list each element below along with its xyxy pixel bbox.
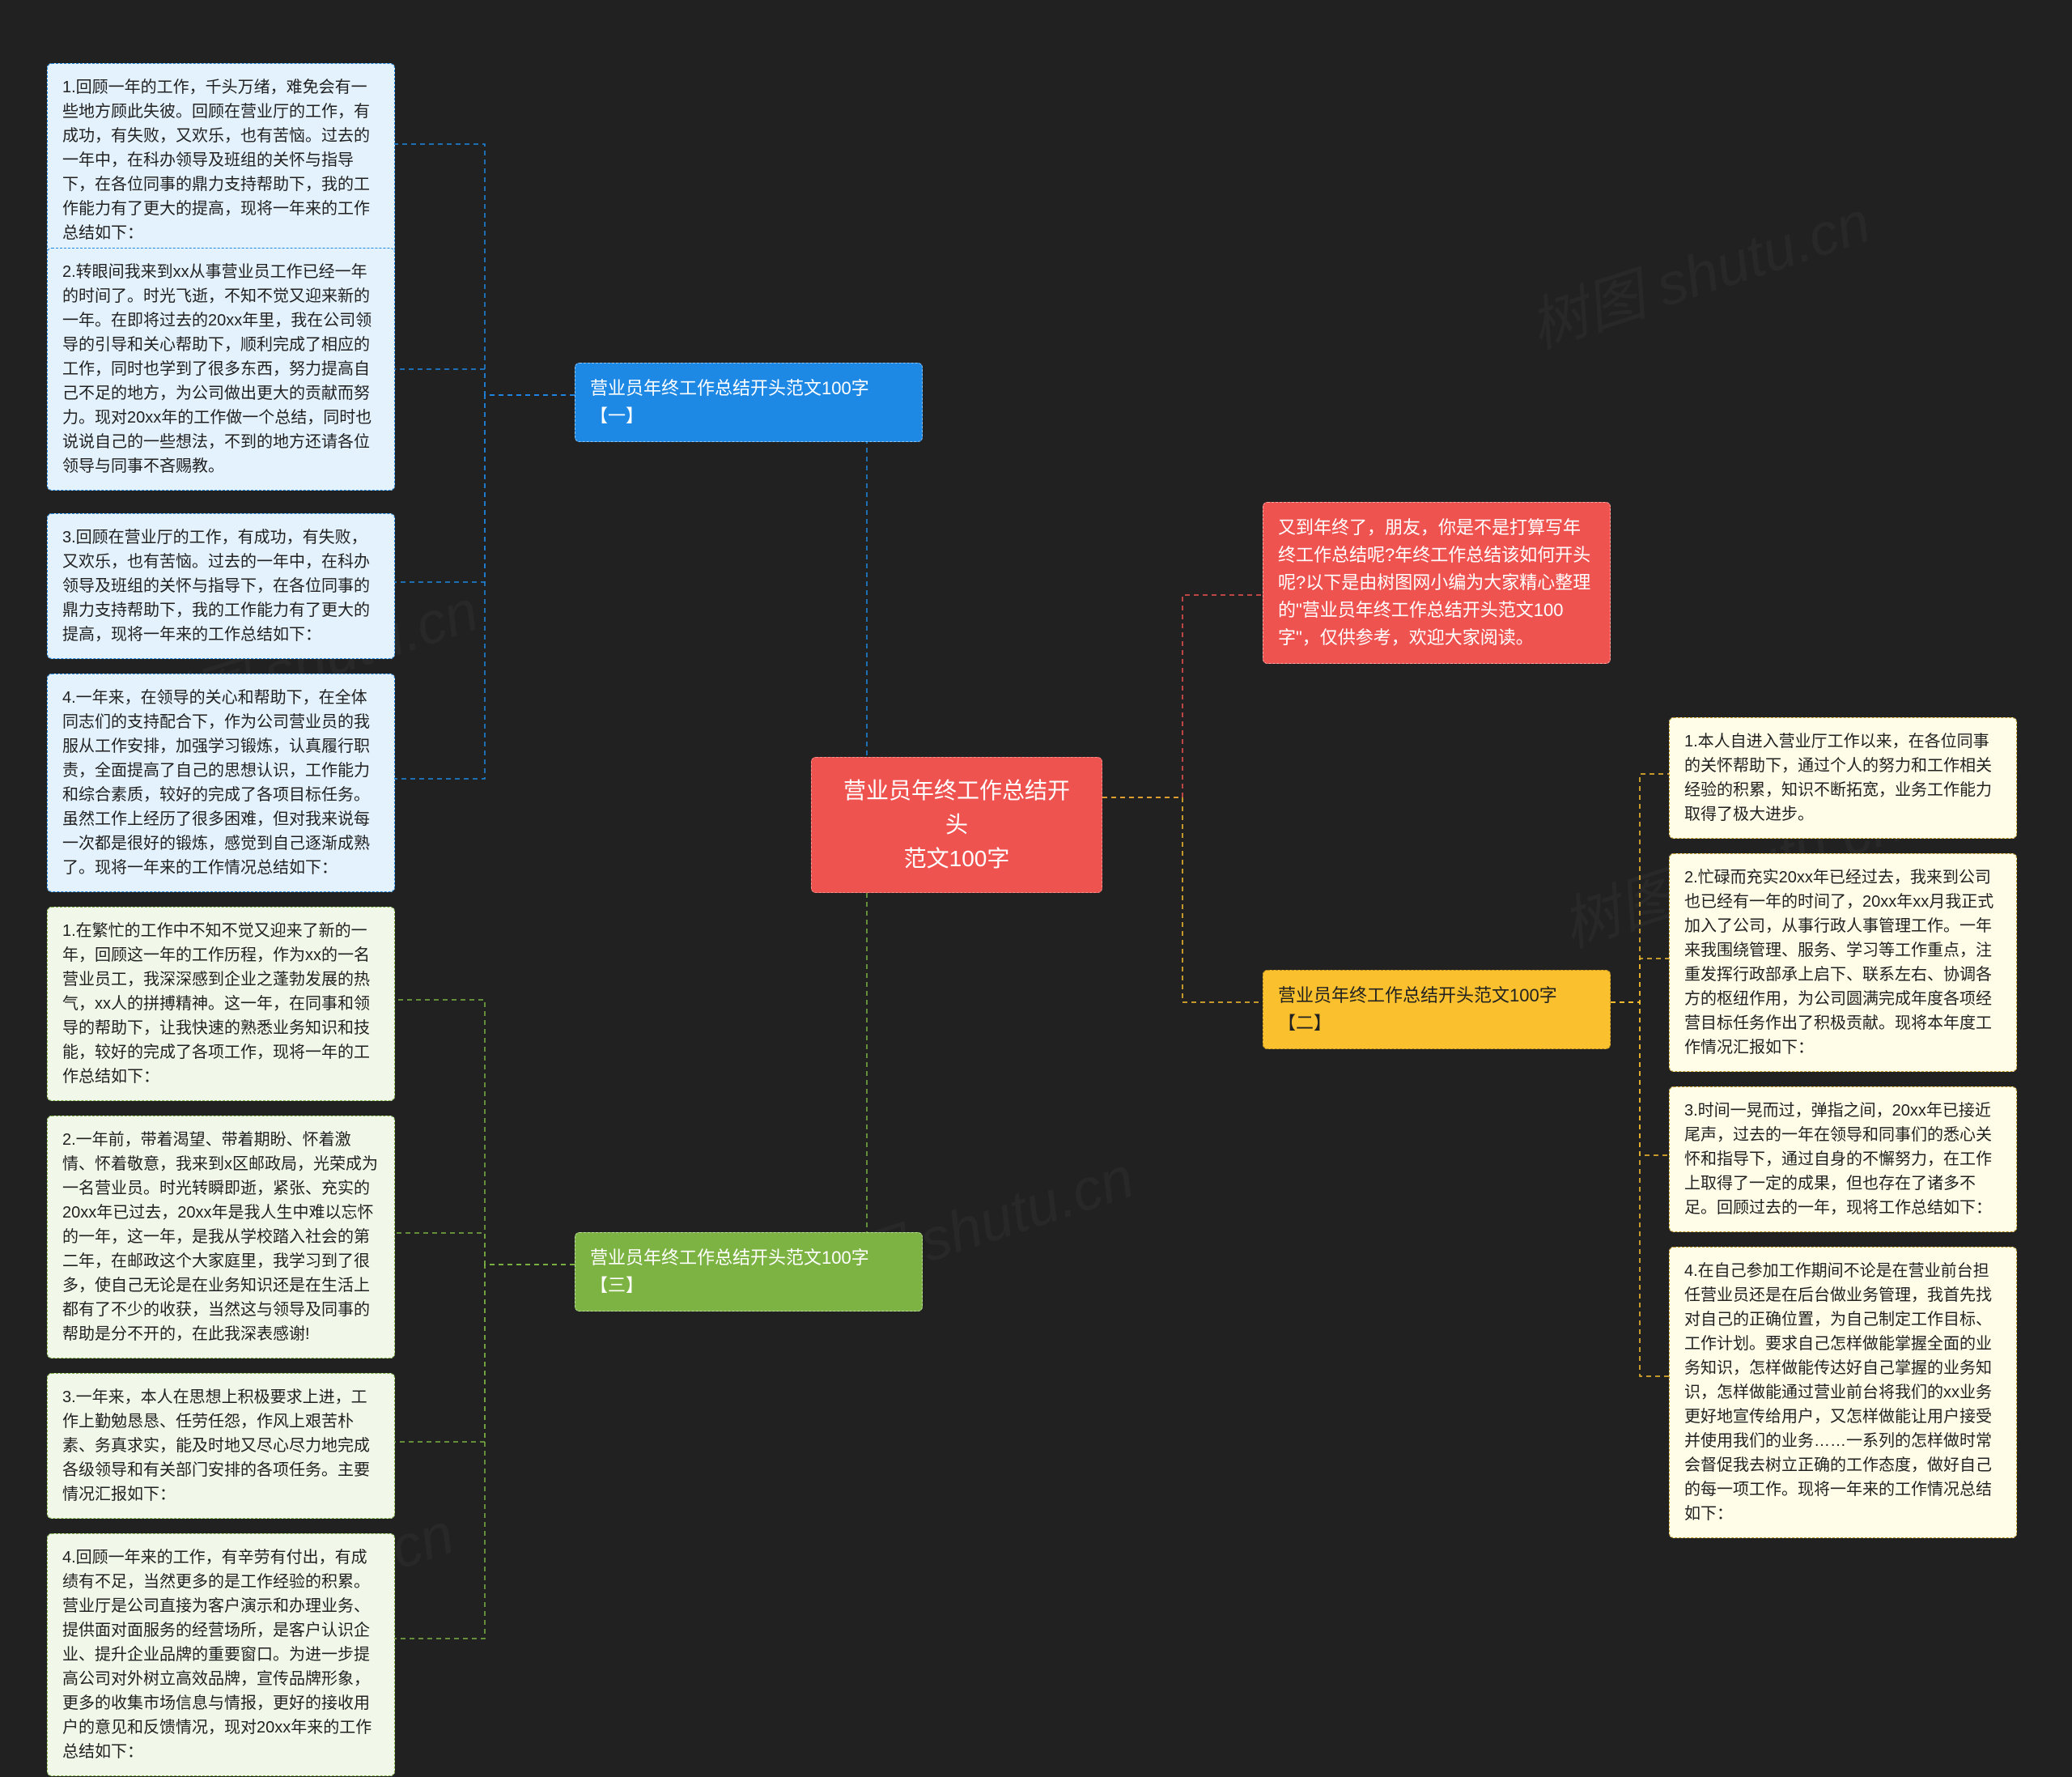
leaf-node: 1.在繁忙的工作中不知不觉又迎来了新的一年，回顾这一年的工作历程，作为xx的一名…	[47, 907, 395, 1101]
leaf-node: 2.忙碌而充实20xx年已经过去，我来到公司也已经有一年的时间了，20xx年xx…	[1669, 853, 2017, 1072]
center-node: 营业员年终工作总结开头 范文100字	[811, 757, 1102, 893]
leaf-node: 4.一年来，在领导的关心和帮助下，在全体同志们的支持配合下，作为公司营业员的我服…	[47, 674, 395, 892]
leaf-node: 1.回顾一年的工作，千头万绪，难免会有一些地方顾此失彼。回顾在营业厅的工作，有成…	[47, 63, 395, 257]
section-node: 营业员年终工作总结开头范文100字【二】	[1263, 970, 1611, 1049]
intro-node: 又到年终了，朋友，你是不是打算写年终工作总结呢?年终工作总结该如何开头呢?以下是…	[1263, 502, 1611, 664]
leaf-node: 4.在自己参加工作期间不论是在营业前台担任营业员还是在后台做业务管理，我首先找对…	[1669, 1247, 2017, 1538]
leaf-node: 3.一年来，本人在思想上积极要求上进，工作上勤勉恳恳、任劳任怨，作风上艰苦朴素、…	[47, 1373, 395, 1519]
leaf-node: 4.回顾一年来的工作，有辛劳有付出，有成绩有不足，当然更多的是工作经验的积累。营…	[47, 1533, 395, 1776]
leaf-node: 1.本人自进入营业厅工作以来，在各位同事的关怀帮助下，通过个人的努力和工作相关经…	[1669, 717, 2017, 839]
leaf-node: 2.转眼间我来到xx从事营业员工作已经一年的时间了。时光飞逝，不知不觉又迎来新的…	[47, 248, 395, 491]
watermark: 树图 shutu.cn	[1517, 174, 1879, 364]
leaf-node: 3.回顾在营业厅的工作，有成功，有失败，又欢乐，也有苦恼。过去的一年中，在科办领…	[47, 513, 395, 659]
section-node: 营业员年终工作总结开头范文100字【三】	[575, 1232, 923, 1311]
leaf-node: 2.一年前，带着渴望、带着期盼、怀着激情、怀着敬意，我来到x区邮政局，光荣成为一…	[47, 1116, 395, 1358]
leaf-node: 3.时间一晃而过，弹指之间，20xx年已接近尾声，过去的一年在领导和同事们的悉心…	[1669, 1086, 2017, 1232]
section-node: 营业员年终工作总结开头范文100字【一】	[575, 363, 923, 442]
